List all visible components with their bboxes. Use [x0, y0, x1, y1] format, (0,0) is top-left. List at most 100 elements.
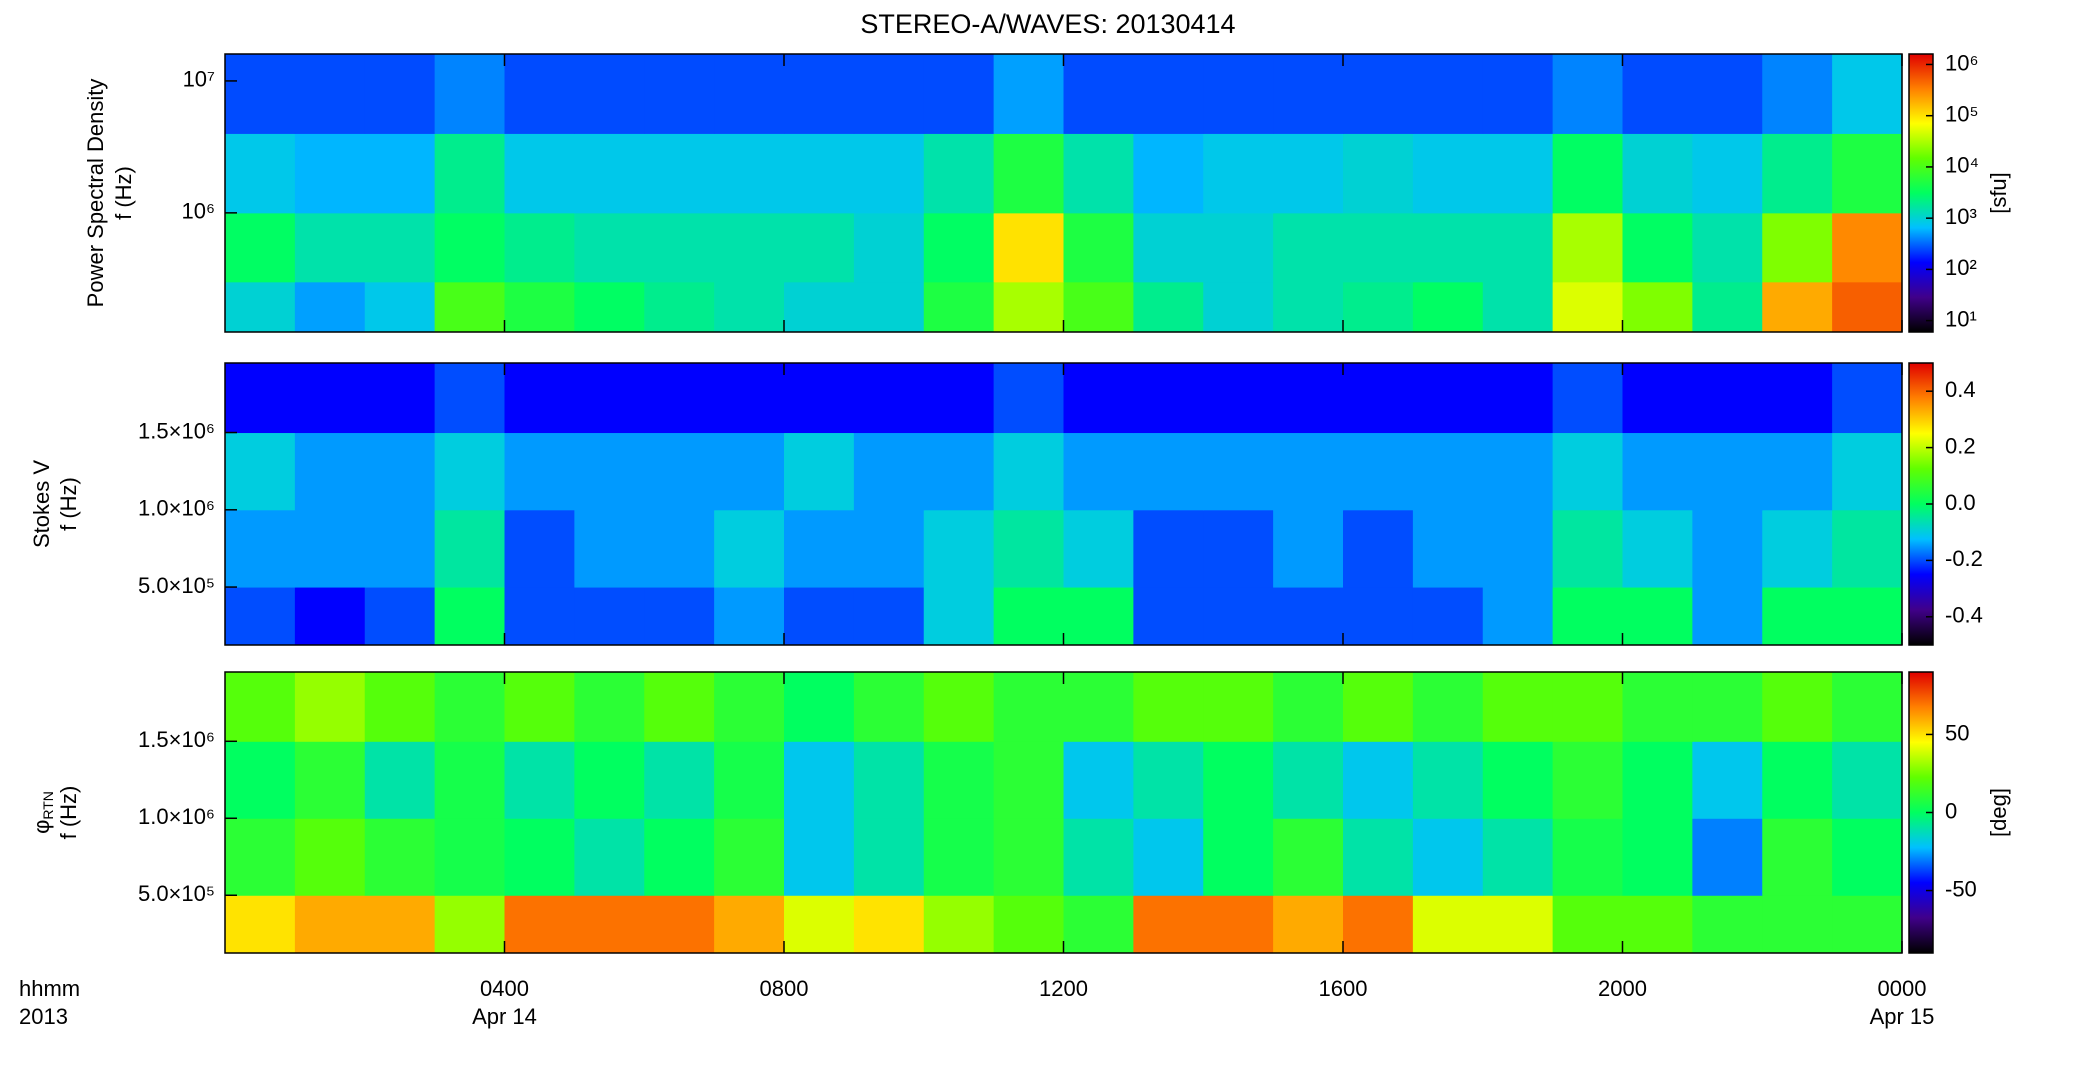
- heatmap-cell: [364, 281, 436, 333]
- heatmap-cell: [1762, 133, 1833, 214]
- y-tick-label: 1.5×10⁶: [138, 418, 215, 443]
- heatmap-cell: [1552, 672, 1623, 742]
- heatmap-cell: [1692, 895, 1763, 954]
- colorbar-tick-label: 10⁶: [1945, 50, 1979, 75]
- heatmap-cell: [644, 363, 715, 434]
- heatmap-cell: [1832, 281, 1903, 333]
- y-axis-label-sub: RTN: [40, 791, 56, 820]
- heatmap-cell: [225, 672, 296, 742]
- heatmap-cell: [1203, 281, 1274, 333]
- colorbar-frame: [1908, 53, 1934, 333]
- heatmap-cell: [784, 363, 855, 434]
- heatmap-cell: [784, 509, 855, 588]
- colorbar-tick-label: 50: [1945, 720, 1969, 745]
- x-date-label: Apr 14: [472, 1004, 537, 1029]
- y-axis-label-main: φ: [29, 820, 54, 834]
- heatmap-cell: [1133, 363, 1204, 434]
- heatmap-cell: [993, 212, 1064, 283]
- heatmap-cell: [1622, 54, 1693, 134]
- heatmap-cell: [993, 54, 1064, 134]
- heatmap-cell: [853, 281, 925, 333]
- heatmap-cell: [1343, 672, 1414, 742]
- colorbar-tick-label: 10²: [1945, 255, 1977, 280]
- heatmap-cell: [1692, 509, 1763, 588]
- heatmap-cell: [644, 818, 715, 896]
- heatmap-cell: [923, 212, 995, 283]
- colorbar-tick-label: 10⁴: [1945, 153, 1979, 178]
- y-axis-label: f (Hz): [56, 477, 81, 531]
- heatmap-cell: [714, 363, 785, 434]
- heatmap-cell: [714, 509, 785, 588]
- heatmap-cell: [225, 509, 296, 588]
- heatmap-cell: [714, 895, 785, 954]
- heatmap-cell: [1063, 212, 1134, 283]
- heatmap-cell: [1412, 212, 1484, 283]
- heatmap-cell: [1482, 672, 1554, 742]
- colorbar-label: [sfu]: [1986, 172, 2011, 214]
- heatmap-cell: [1762, 432, 1833, 511]
- heatmap-cell: [294, 212, 366, 283]
- heatmap-cell: [1273, 363, 1344, 434]
- y-tick-label: 1.0×10⁶: [138, 496, 215, 521]
- x-tick-label: 0000: [1878, 976, 1927, 1001]
- y-tick-label: 5.0×10⁵: [138, 881, 215, 906]
- heatmap-cell: [1412, 587, 1484, 646]
- heatmap-cell: [1203, 509, 1274, 588]
- heatmap-cell: [1412, 133, 1484, 214]
- heatmap-cell: [784, 587, 855, 646]
- colorbar-tick-label: -0.4: [1945, 603, 1983, 628]
- heatmap-cell: [1762, 895, 1833, 954]
- heatmap-cell: [1203, 895, 1274, 954]
- colorbar-tick-label: 10⁵: [1945, 102, 1979, 127]
- heatmap-cell: [923, 587, 995, 646]
- heatmap-cell: [574, 212, 645, 283]
- heatmap-cell: [1622, 587, 1693, 646]
- heatmap-cell: [1692, 587, 1763, 646]
- heatmap-cell: [1343, 133, 1414, 214]
- figure-title: STEREO-A/WAVES: 20130414: [860, 9, 1235, 39]
- heatmap-cell: [294, 509, 366, 588]
- heatmap-cell: [434, 672, 505, 742]
- heatmap-cell: [1832, 741, 1903, 819]
- heatmap-cell: [1343, 363, 1414, 434]
- heatmap-cell: [923, 432, 995, 511]
- heatmap-cell: [294, 672, 366, 742]
- heatmap-cell: [1692, 818, 1763, 896]
- heatmap-cell: [1482, 741, 1554, 819]
- heatmap-cell: [504, 895, 575, 954]
- heatmap-cell: [1133, 212, 1204, 283]
- heatmap-cell: [1832, 363, 1903, 434]
- heatmap-cell: [1063, 741, 1134, 819]
- heatmap-cell: [993, 432, 1064, 511]
- heatmap-cell: [1273, 281, 1344, 333]
- heatmap-cell: [1133, 587, 1204, 646]
- heatmap-cell: [1133, 741, 1204, 819]
- heatmap-cell: [1762, 363, 1833, 434]
- heatmap-cell: [1762, 587, 1833, 646]
- heatmap-cell: [504, 281, 575, 333]
- heatmap-cell: [1692, 363, 1763, 434]
- heatmap-cell: [1692, 672, 1763, 742]
- heatmap-cell: [1412, 363, 1484, 434]
- heatmap-cell: [1412, 432, 1484, 511]
- heatmap-cell: [853, 432, 925, 511]
- heatmap-cell: [1412, 895, 1484, 954]
- heatmap-cell: [853, 741, 925, 819]
- heatmap-cell: [644, 587, 715, 646]
- heatmap-cell: [714, 281, 785, 333]
- heatmap-cell: [1832, 895, 1903, 954]
- heatmap-cell: [574, 54, 645, 134]
- heatmap-cell: [1343, 509, 1414, 588]
- colorbar-tick-label: -50: [1945, 876, 1977, 901]
- heatmap-cell: [1482, 212, 1554, 283]
- heatmap-cell: [1273, 54, 1344, 134]
- heatmap-cell: [993, 741, 1064, 819]
- heatmap-cell: [504, 741, 575, 819]
- heatmap-cell: [1762, 281, 1833, 333]
- heatmap-cell: [434, 509, 505, 588]
- heatmap-cell: [1832, 212, 1903, 283]
- heatmap-cell: [1343, 818, 1414, 896]
- y-tick-label: 10⁶: [181, 199, 215, 224]
- heatmap-cell: [644, 212, 715, 283]
- heatmap-cell: [1762, 741, 1833, 819]
